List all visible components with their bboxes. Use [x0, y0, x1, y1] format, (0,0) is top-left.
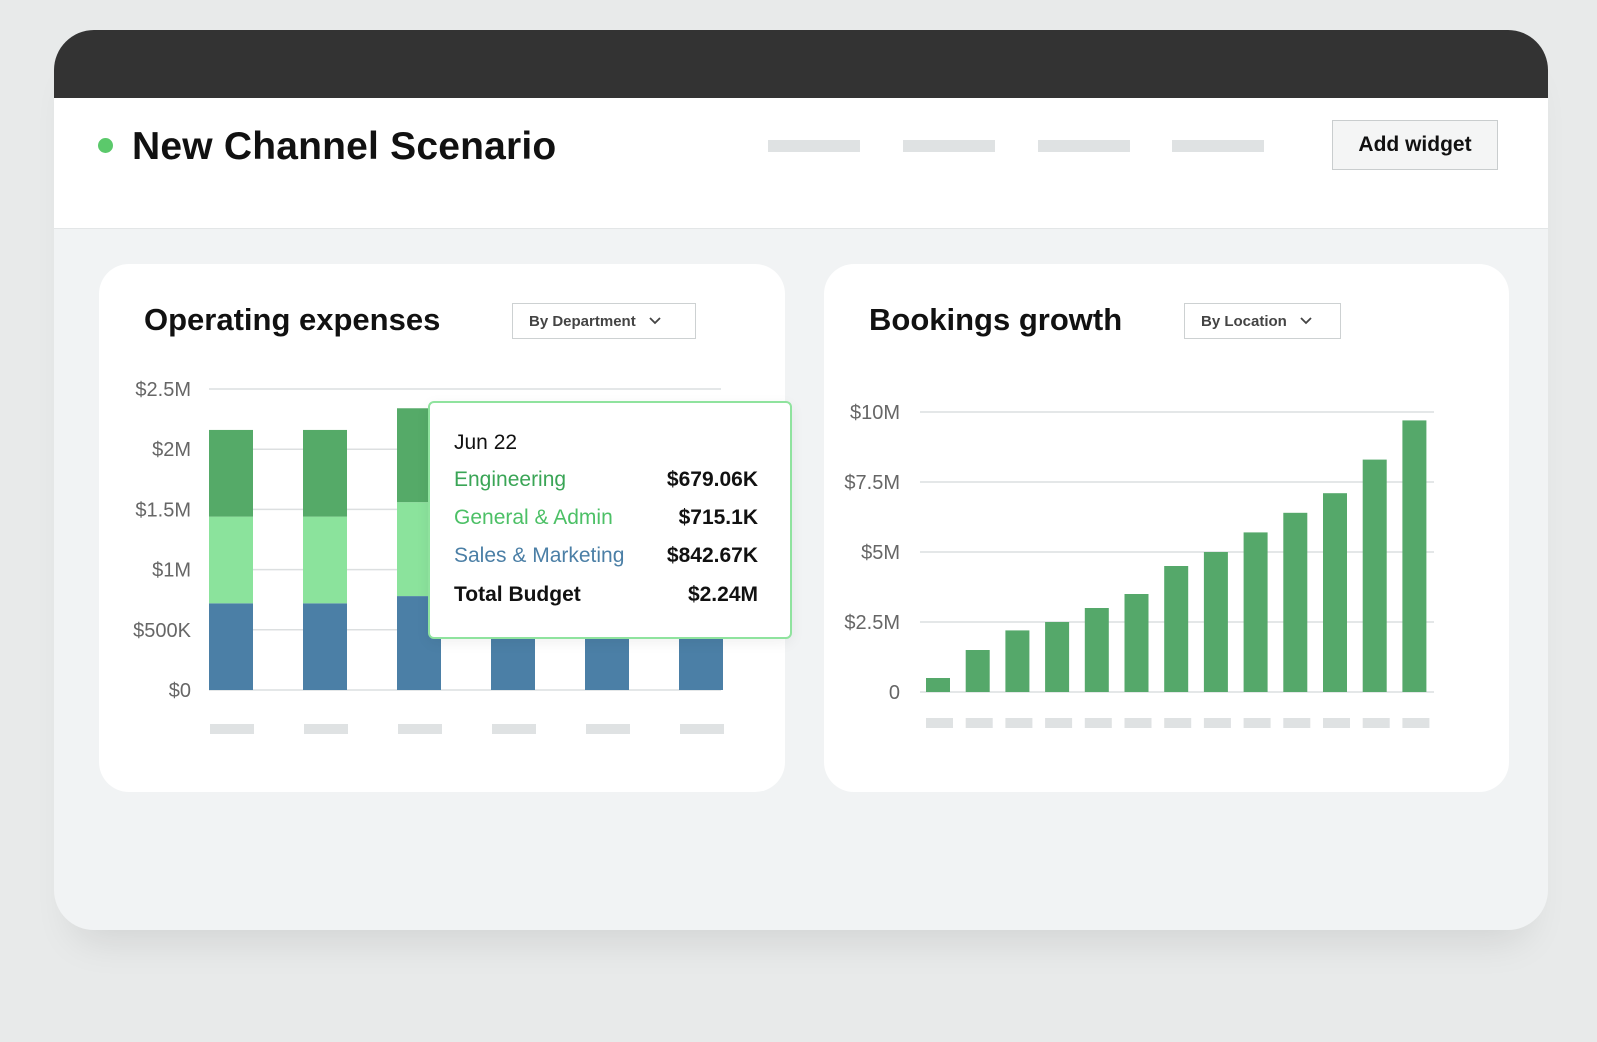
x-tick-placeholder	[1164, 718, 1192, 728]
x-tick-placeholder	[926, 718, 953, 728]
opex-title: Operating expenses	[144, 302, 441, 337]
bar-segment	[209, 429, 253, 517]
y-tick-label: $2.5M	[135, 379, 191, 401]
bar	[965, 650, 990, 692]
y-tick-label: $2M	[152, 439, 191, 461]
x-tick-placeholder	[1402, 718, 1430, 728]
bar-segment	[209, 516, 253, 604]
bookings-chart: 0 $2.5M $5M $7.5M $10M	[844, 402, 1434, 728]
opex-dropdown[interactable]: By Department	[512, 303, 696, 339]
y-tick-label: $2.5M	[844, 612, 900, 634]
nav-placeholder[interactable]	[768, 140, 860, 152]
bar	[1203, 552, 1228, 692]
tooltip-label: Sales & Marketing	[454, 544, 625, 567]
x-tick-placeholder	[1124, 718, 1152, 728]
y-tick-label: $7.5M	[844, 472, 900, 494]
tooltip-date: Jun 22	[454, 431, 518, 454]
tooltip-label: General & Admin	[454, 506, 613, 529]
tooltip-row: General & Admin $715.1K	[454, 503, 758, 533]
bar	[1283, 512, 1308, 692]
x-tick-placeholder	[210, 724, 254, 734]
bar-segment	[209, 603, 253, 690]
tooltip-value: $842.67K	[666, 544, 758, 567]
tooltip-row: Sales & Marketing $842.67K	[454, 541, 758, 571]
x-tick-placeholder	[1084, 718, 1112, 728]
status-dot	[98, 138, 113, 153]
tooltip-row: Engineering $679.06K	[454, 465, 758, 495]
x-tick-placeholder	[1362, 718, 1390, 728]
tooltip-total-row: Total Budget $2.24M	[454, 580, 758, 610]
opex-chart: $0 $500K $1M $1.5M $2M $2.5M	[133, 379, 724, 734]
bookings-title: Bookings growth	[869, 302, 1123, 337]
y-tick-label: $10M	[850, 402, 900, 424]
tooltip-total-value: $2.24M	[687, 583, 758, 606]
tooltip-value: $679.06K	[666, 468, 758, 491]
nav-placeholder[interactable]	[1172, 140, 1264, 152]
bar-segment	[303, 516, 347, 604]
add-widget-button[interactable]: Add widget	[1332, 120, 1498, 170]
y-tick-label: $1.5M	[135, 499, 191, 521]
x-tick-placeholder	[1243, 718, 1271, 728]
nav-placeholder[interactable]	[1038, 140, 1130, 152]
x-tick-placeholder	[965, 718, 993, 728]
window-titlebar	[54, 30, 1548, 98]
x-tick-placeholder	[398, 724, 442, 734]
bar-segment	[303, 429, 347, 517]
tooltip-total-label: Total Budget	[454, 583, 581, 606]
bar	[1243, 532, 1268, 692]
x-tick-placeholder	[1323, 718, 1350, 728]
chevron-down-icon	[1300, 317, 1312, 325]
x-tick-placeholder	[680, 724, 724, 734]
tooltip-label: Engineering	[454, 468, 567, 491]
page-title: New Channel Scenario	[132, 125, 557, 168]
x-tick-placeholder	[1203, 718, 1231, 728]
bar	[1005, 630, 1030, 692]
chart-tooltip: Jun 22 Engineering $679.06K General & Ad…	[428, 401, 792, 639]
x-tick-placeholder	[304, 724, 348, 734]
bar	[1124, 594, 1149, 692]
y-tick-label: $500K	[133, 620, 191, 642]
x-tick-placeholder	[1005, 718, 1033, 728]
x-tick-placeholder	[1045, 718, 1073, 728]
nav-placeholder[interactable]	[903, 140, 995, 152]
bookings-dropdown[interactable]: By Location	[1184, 303, 1341, 339]
y-tick-label: $0	[169, 680, 191, 702]
bar	[1164, 566, 1189, 692]
x-tick-placeholder	[492, 724, 536, 734]
y-tick-label: $5M	[861, 542, 900, 564]
tooltip-value: $715.1K	[678, 506, 758, 529]
bar	[926, 678, 950, 692]
bar	[1362, 459, 1387, 692]
chevron-down-icon	[649, 317, 661, 325]
bar-segment	[303, 603, 347, 690]
bookings-card: Bookings growth By Location 0 $2.5M $5M $7.…	[824, 264, 1509, 792]
x-tick-placeholder	[586, 724, 630, 734]
x-tick-placeholder	[1283, 718, 1311, 728]
y-tick-label: $1M	[152, 560, 191, 582]
bar	[1084, 608, 1109, 692]
bar	[1045, 622, 1070, 692]
bookings-dropdown-label: By Location	[1201, 312, 1287, 330]
opex-dropdown-label: By Department	[529, 312, 636, 330]
bar	[1402, 420, 1427, 692]
y-tick-label: 0	[889, 682, 900, 704]
bar	[1323, 493, 1347, 692]
page-header: New Channel Scenario Add widget	[54, 98, 1548, 229]
